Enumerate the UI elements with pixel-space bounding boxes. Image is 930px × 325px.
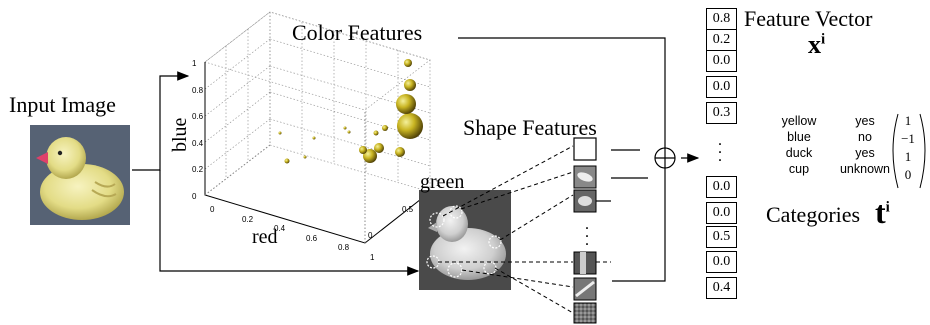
target-value: −1 [901, 131, 915, 146]
category-table: yellow yes blue no duck yes cup unknown [768, 113, 900, 177]
feature-vector-label: Feature Vector [744, 6, 873, 31]
vertical-tick-label: 0.4 [192, 138, 204, 148]
red-tick-label: 0.8 [338, 243, 350, 252]
red-tick-label: 0.6 [306, 233, 318, 243]
category-row: duck yes [785, 146, 875, 160]
feature-cell: 0.8 [706, 8, 737, 30]
feature-cell: 0.0 [706, 251, 737, 273]
vertical-tick-label: 0 [192, 191, 197, 201]
red-tick-label: 0.2 [242, 214, 254, 224]
axis-green-label: green [420, 171, 465, 193]
green-tick-label: 0.5 [402, 205, 414, 214]
axis-blue-label: blue [169, 117, 191, 152]
patch-ellipsis: · · · [585, 221, 590, 251]
vertical-tick-label: 1 [192, 59, 197, 68]
vertical-tick-label: 0.2 [192, 165, 204, 174]
red-tick-label: 0 [210, 205, 215, 214]
vertical-tick-label: 0.8 [192, 85, 204, 95]
target-value: 1 [904, 149, 912, 164]
target-value: 0 [904, 167, 912, 182]
shape-patches [573, 137, 611, 324]
target-value: 1 [904, 113, 912, 128]
axis-red-label: red [252, 226, 278, 248]
input-image-label: Input Image [9, 92, 116, 117]
t-symbol: ti [875, 194, 890, 230]
scatter-axes [204, 62, 431, 244]
green-tick-label: 1 [436, 179, 441, 188]
green-tick-label: 0 [368, 231, 373, 240]
color-features-label: Color Features [292, 20, 423, 45]
category-row: cup unknown [788, 162, 891, 176]
shape-features-label: Shape Features [463, 115, 597, 140]
feature-cell: 0.4 [706, 277, 737, 299]
red-tick-label: 1 [370, 252, 375, 262]
category-row: yellow yes [781, 114, 875, 128]
red-tick-label: 0.4 [274, 224, 286, 233]
feature-cell: 0.0 [706, 202, 737, 224]
vector-ellipsis: · · · [718, 137, 723, 167]
vertical-tick-label: 0.6 [192, 112, 204, 121]
feature-cell: 0.5 [706, 226, 737, 248]
patch-leaders [438, 145, 611, 314]
input-arrows [132, 71, 420, 276]
feature-cell: 0.2 [706, 29, 737, 51]
categories-label: Categories [766, 202, 861, 227]
feature-cell: 0.0 [706, 176, 737, 198]
shape-image [419, 190, 511, 290]
feature-cell: 0.0 [706, 76, 737, 98]
feature-cell: 0.3 [706, 102, 737, 124]
color-feature-connector [458, 37, 700, 282]
x-symbol: xi [808, 30, 826, 59]
input-image [30, 125, 130, 225]
color-clusters [278, 59, 423, 164]
feature-cell: 0.0 [706, 50, 737, 72]
category-row: blue no [787, 130, 872, 144]
target-vector: 1 −1 1 0 [892, 112, 924, 186]
